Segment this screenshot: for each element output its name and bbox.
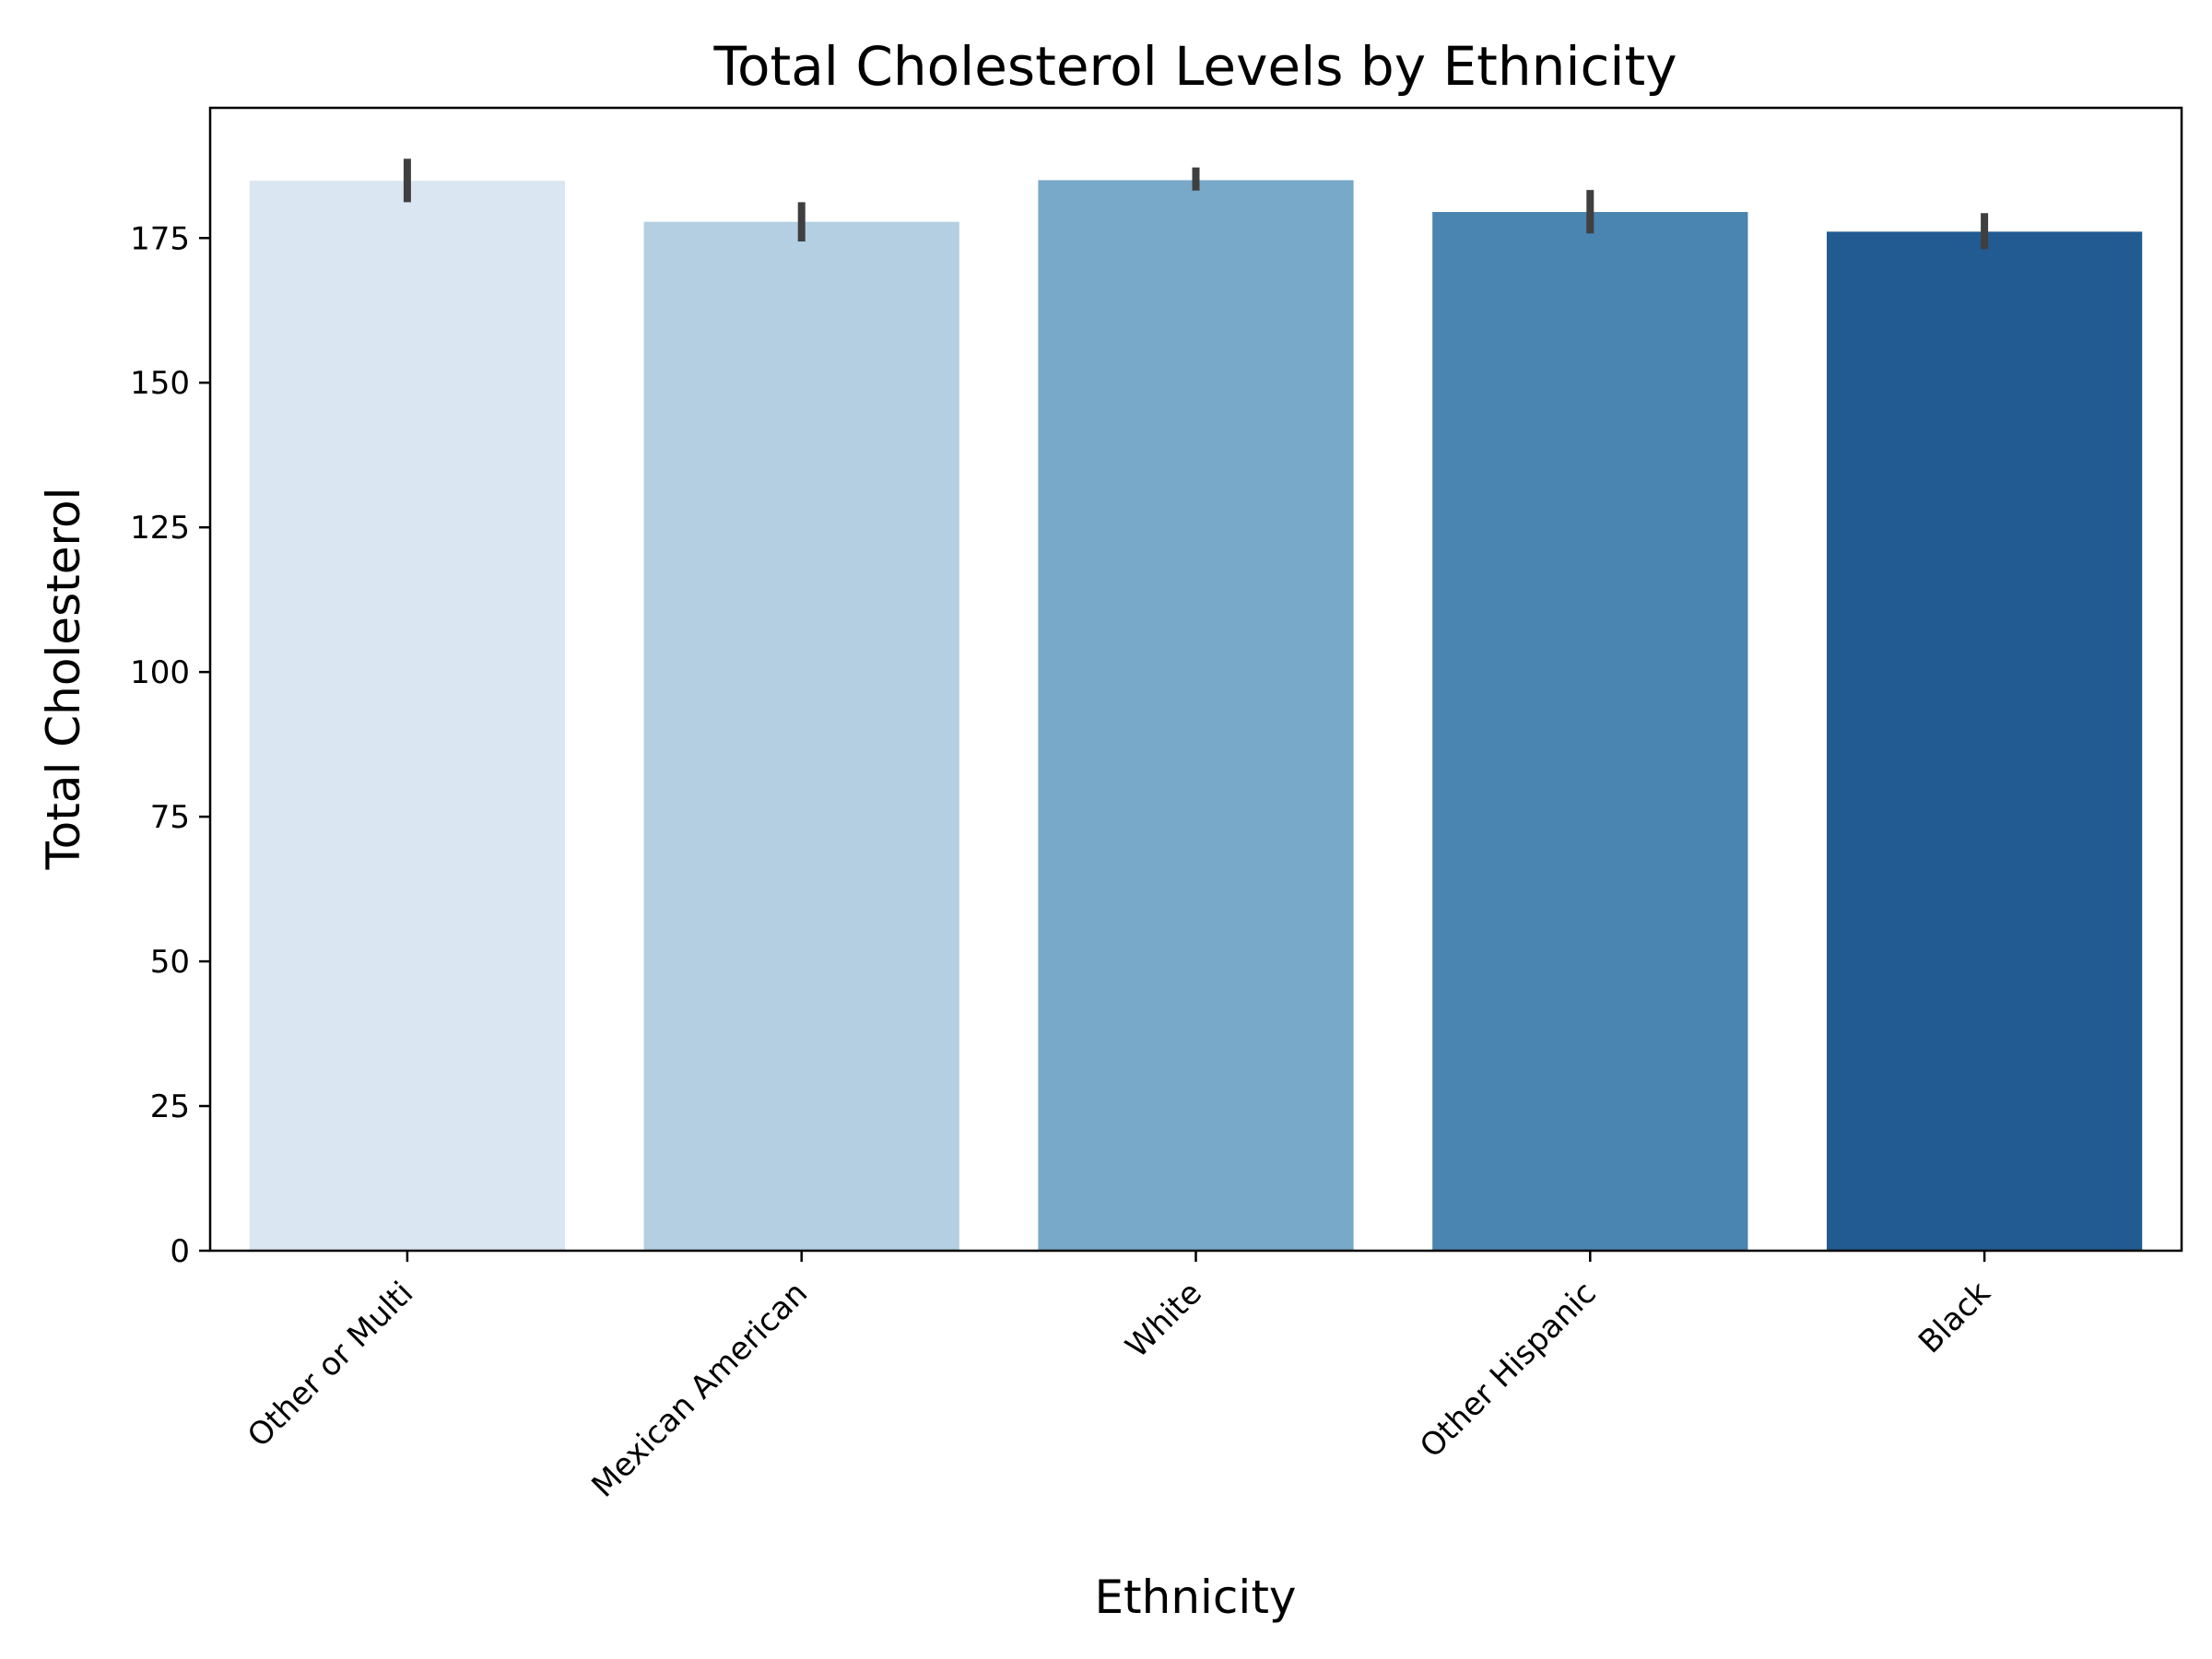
x-axis-label: Ethnicity <box>1094 1571 1296 1624</box>
y-tick-label: 0 <box>170 1233 190 1270</box>
plot-frame <box>208 106 2183 1253</box>
bar <box>643 221 959 1252</box>
y-tick-label: 100 <box>130 654 190 691</box>
x-axis: Other or Multi Mexican American White Other… <box>241 1251 1998 1505</box>
x-tick-label: Black <box>1912 1275 1998 1361</box>
x-tick-label: Other or Multi <box>241 1275 420 1454</box>
y-tick-label: 150 <box>130 365 190 402</box>
y-tick-label: 175 <box>130 220 190 257</box>
y-tick-label: 25 <box>150 1088 190 1125</box>
chart-title: Total Cholesterol Levels by Ethnicity <box>712 35 1677 98</box>
bar <box>1826 231 2143 1251</box>
bar <box>1432 212 1748 1251</box>
bars-layer <box>249 180 2143 1252</box>
bar <box>249 181 566 1251</box>
y-tick-label: 50 <box>150 944 190 981</box>
y-tick-label: 125 <box>130 510 190 547</box>
error-bars-layer <box>403 159 1989 250</box>
bar <box>1038 180 1354 1252</box>
x-tick-label: White <box>1119 1275 1209 1365</box>
y-axis-label: Total Cholesterol <box>37 488 90 871</box>
y-axis: 0 25 50 75 100 125 150 175 <box>130 220 210 1270</box>
y-tick-label: 75 <box>150 799 190 836</box>
x-tick-label: Mexican American <box>585 1275 816 1505</box>
x-tick-label: Other Hispanic <box>1413 1275 1604 1465</box>
